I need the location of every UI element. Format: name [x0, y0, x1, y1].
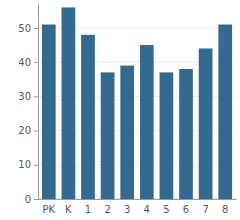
- x-axis-line: [39, 199, 237, 200]
- x-tick: 7: [202, 199, 208, 215]
- bar: [62, 7, 76, 199]
- x-tick: 1: [85, 199, 91, 215]
- y-axis-line: [38, 5, 39, 200]
- x-tick: PK: [42, 199, 55, 215]
- y-axis: 0 10 20 30 40 50: [18, 5, 38, 205]
- x-axis: PK K 1 2 3 4 5 6 7 8: [39, 199, 237, 215]
- x-tick-label: 5: [163, 204, 169, 215]
- bar: [120, 66, 134, 199]
- x-tick-label: 8: [222, 204, 228, 215]
- x-tick-label: 1: [85, 204, 91, 215]
- x-tick-label: 4: [144, 204, 150, 215]
- bar: [218, 25, 232, 199]
- x-tick-label: 7: [202, 204, 208, 215]
- y-tick-label: 40: [18, 57, 31, 68]
- chart-container: 0 10 20 30 40 50 PK K 1 2 3 4 5 6 7 8: [0, 0, 240, 220]
- y-tick-label: 20: [18, 125, 31, 136]
- y-tick-label: 10: [18, 159, 31, 170]
- x-tick: 2: [104, 199, 110, 215]
- x-tick: K: [65, 199, 72, 215]
- y-tick-label: 30: [18, 91, 31, 102]
- y-tick-mark: [34, 199, 38, 200]
- x-tick-label: 3: [124, 204, 130, 215]
- y-tick-mark: [34, 131, 38, 132]
- y-tick: 40: [18, 57, 38, 68]
- bar: [81, 35, 95, 199]
- bar: [160, 72, 174, 199]
- plot: 0 10 20 30 40 50 PK K 1 2 3 4 5 6 7 8: [18, 5, 236, 216]
- x-tick: 5: [163, 199, 169, 215]
- bar: [179, 69, 193, 199]
- x-tick: 4: [144, 199, 150, 215]
- y-tick-label: 50: [18, 23, 31, 34]
- x-tick-label: PK: [42, 204, 55, 215]
- bar: [199, 48, 213, 199]
- bar: [140, 45, 154, 199]
- y-tick: 50: [18, 23, 38, 34]
- bars: [42, 7, 232, 199]
- x-tick-label: K: [65, 204, 72, 215]
- x-tick-label: 6: [183, 204, 189, 215]
- y-tick-mark: [34, 96, 38, 97]
- y-tick-mark: [34, 165, 38, 166]
- y-tick: 30: [18, 91, 38, 102]
- y-tick: 0: [25, 194, 38, 205]
- x-tick-label: 2: [104, 204, 110, 215]
- x-tick: 8: [222, 199, 228, 215]
- x-tick: 3: [124, 199, 130, 215]
- y-tick: 20: [18, 125, 38, 136]
- chart: 0 10 20 30 40 50 PK K 1 2 3 4 5 6 7 8: [0, 0, 240, 220]
- x-tick: 6: [183, 199, 189, 215]
- y-tick-label: 0: [25, 194, 31, 205]
- bar: [42, 25, 56, 199]
- y-tick-mark: [34, 28, 38, 29]
- y-tick-mark: [34, 62, 38, 63]
- y-tick: 10: [18, 159, 38, 170]
- bar: [101, 72, 115, 199]
